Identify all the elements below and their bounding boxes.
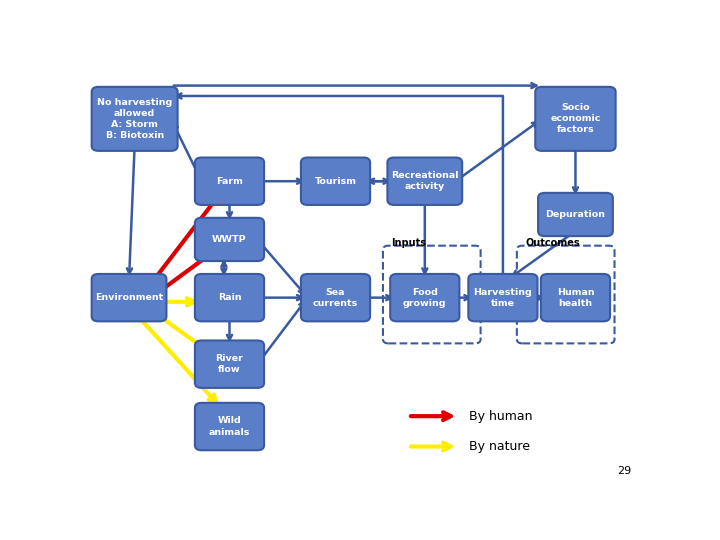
- FancyBboxPatch shape: [538, 193, 613, 236]
- Text: Human
health: Human health: [557, 288, 594, 308]
- Text: Sea
currents: Sea currents: [313, 288, 358, 308]
- Text: Socio
economic
factors: Socio economic factors: [550, 103, 600, 134]
- Text: Food
growing: Food growing: [403, 288, 446, 308]
- Text: Wild
animals: Wild animals: [209, 416, 250, 437]
- Text: No harvesting
allowed
A: Storm
B: Biotoxin: No harvesting allowed A: Storm B: Biotox…: [97, 98, 172, 140]
- Text: Harvesting
time: Harvesting time: [474, 288, 532, 308]
- FancyBboxPatch shape: [195, 274, 264, 321]
- Text: 29: 29: [617, 467, 631, 476]
- FancyBboxPatch shape: [541, 274, 610, 321]
- Text: Farm: Farm: [216, 177, 243, 186]
- FancyBboxPatch shape: [301, 274, 370, 321]
- FancyBboxPatch shape: [195, 158, 264, 205]
- FancyBboxPatch shape: [535, 87, 616, 151]
- Text: Rain: Rain: [217, 293, 241, 302]
- FancyBboxPatch shape: [91, 87, 178, 151]
- FancyBboxPatch shape: [390, 274, 459, 321]
- FancyBboxPatch shape: [387, 158, 462, 205]
- Text: Environment: Environment: [95, 293, 163, 302]
- Text: River
flow: River flow: [215, 354, 243, 374]
- Text: Tourism: Tourism: [315, 177, 356, 186]
- Text: By nature: By nature: [469, 440, 531, 453]
- Text: Inputs: Inputs: [392, 238, 426, 248]
- Text: Depuration: Depuration: [546, 210, 606, 219]
- Text: Recreational
activity: Recreational activity: [391, 171, 459, 191]
- FancyBboxPatch shape: [91, 274, 166, 321]
- FancyBboxPatch shape: [301, 158, 370, 205]
- Text: By human: By human: [469, 410, 533, 423]
- FancyBboxPatch shape: [195, 403, 264, 450]
- FancyBboxPatch shape: [195, 218, 264, 261]
- Text: Outcomes: Outcomes: [526, 238, 580, 248]
- FancyBboxPatch shape: [468, 274, 538, 321]
- FancyBboxPatch shape: [195, 341, 264, 388]
- Text: WWTP: WWTP: [212, 235, 247, 244]
